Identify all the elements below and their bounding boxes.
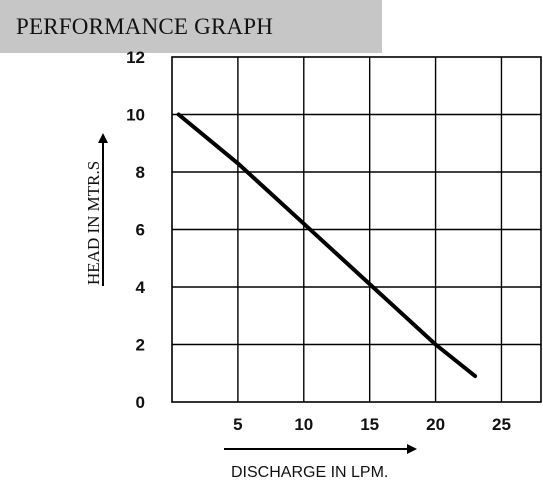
x-axis-label: DISCHARGE IN LPM. — [231, 464, 388, 481]
chart-grid — [171, 56, 542, 403]
x-tick-label: 20 — [426, 415, 445, 434]
x-tick-label: 5 — [233, 415, 242, 434]
x-tick-label: 10 — [294, 415, 313, 434]
x-tick-label: 15 — [360, 415, 379, 434]
y-tick-label: 6 — [136, 221, 145, 240]
y-tick-label: 10 — [126, 106, 145, 125]
header-band: PERFORMANCE GRAPH — [0, 0, 382, 53]
y-axis-label: HEAD IN MTR.S — [84, 161, 103, 285]
y-tick-label: 2 — [136, 336, 145, 355]
y-tick-label: 0 — [136, 393, 145, 412]
y-axis-ticks: 0 2 4 6 8 10 12 — [126, 48, 145, 412]
performance-curve — [176, 112, 478, 379]
x-tick-label: 25 — [492, 415, 511, 434]
series-layer — [176, 112, 478, 379]
y-tick-label: 8 — [136, 163, 145, 182]
y-tick-label: 4 — [136, 278, 146, 297]
x-axis-ticks: 5 10 15 20 25 — [233, 415, 511, 434]
page-title: PERFORMANCE GRAPH — [16, 14, 274, 39]
y-tick-label: 12 — [126, 48, 145, 67]
